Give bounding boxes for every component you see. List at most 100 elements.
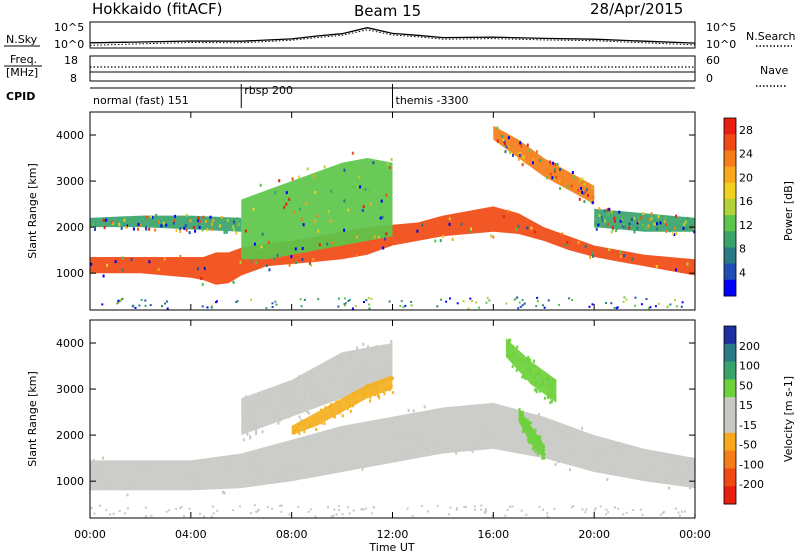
power-data-near-range-speckle <box>363 301 365 303</box>
velocity-data-speckle <box>572 435 575 439</box>
power-data-speckle <box>582 191 585 195</box>
velocity-data-speckle <box>374 393 377 397</box>
power-data-speckle <box>390 158 393 161</box>
velocity-data-speckle <box>518 364 521 368</box>
velocity-data-speckle <box>523 424 526 428</box>
velocity-data-speckle <box>352 401 355 405</box>
power-data-near-range-speckle <box>634 296 637 299</box>
power-data-speckle <box>236 223 239 227</box>
power-data-band-3 <box>493 125 595 205</box>
velocity-data-near-range-speckle <box>455 508 458 511</box>
power-data-speckle <box>355 253 358 257</box>
power-data-speckle <box>328 210 330 213</box>
power-data-speckle <box>298 207 301 211</box>
power-data-band-2 <box>90 215 242 232</box>
velocity-data-speckle <box>304 397 307 400</box>
power-data-speckle <box>553 176 556 180</box>
colorbar-swatch <box>724 279 736 297</box>
velocity-data-near-range-speckle <box>684 510 686 513</box>
power-data-speckle <box>369 203 372 206</box>
velocity-data-near-range-speckle <box>463 505 466 508</box>
velocity-colorbar-label: Velocity [m s-1] <box>782 376 795 462</box>
power-data-near-range-speckle <box>681 301 684 304</box>
power-data-speckle <box>558 179 561 183</box>
velocity-data-speckle <box>546 396 549 399</box>
velocity-data-near-range-speckle <box>145 515 147 518</box>
velocity-data-near-range-speckle <box>253 504 256 507</box>
colorbar-swatch <box>724 450 736 469</box>
velocity-data-speckle <box>304 420 307 424</box>
power-data-speckle <box>642 212 645 215</box>
power-data-near-range-speckle <box>317 298 320 301</box>
velocity-data-speckle <box>365 392 368 396</box>
velocity-data-speckle <box>386 377 389 380</box>
power-data-near-range-speckle <box>206 306 209 309</box>
velocity-data-near-range-speckle <box>347 506 349 509</box>
velocity-data-speckle <box>262 469 264 473</box>
power-data-speckle <box>148 227 151 231</box>
velocity-data-speckle <box>437 444 440 448</box>
power-data-speckle <box>189 219 192 223</box>
velocity-data-speckle <box>304 394 307 398</box>
velocity-data-near-range-speckle <box>594 507 597 510</box>
power-data-speckle <box>693 230 696 234</box>
power-data-speckle <box>587 193 589 197</box>
power-data-speckle <box>545 176 548 180</box>
power-data-speckle <box>520 144 523 148</box>
power-data-speckle <box>675 268 678 272</box>
velocity-data-near-range-speckle <box>617 507 620 510</box>
power-data-speckle <box>185 213 188 217</box>
power-data-near-range-speckle <box>610 302 613 305</box>
velocity-data-near-range-speckle <box>511 505 514 508</box>
velocity-data-near-range-speckle <box>288 513 291 516</box>
power-data-speckle <box>123 218 126 222</box>
velocity-data-speckle <box>376 394 379 398</box>
power-data-near-range-speckle <box>265 307 268 310</box>
power-data-speckle <box>584 245 587 248</box>
power-data-speckle <box>304 202 307 205</box>
power-data-near-range-speckle <box>274 300 277 303</box>
power-data-speckle <box>515 227 518 231</box>
velocity-data-near-range-speckle <box>605 513 608 516</box>
power-data-speckle <box>505 145 508 149</box>
colorbar-swatch <box>724 150 736 168</box>
power-data-speckle <box>163 257 166 261</box>
power-data-speckle <box>148 260 151 264</box>
power-data-near-range-speckle <box>149 304 152 307</box>
cpid-segment-label-2: themis -3300 <box>396 94 469 107</box>
power-data-near-range-speckle <box>488 299 491 302</box>
power-data-speckle <box>551 176 554 180</box>
velocity-yticks-label-1: 2000 <box>56 429 84 442</box>
power-data-speckle <box>290 255 293 259</box>
power-data-near-range-speckle <box>410 300 413 303</box>
power-yticks-label-1: 2000 <box>56 221 84 234</box>
frequency-panel-frame <box>89 55 696 82</box>
power-data-speckle <box>442 235 445 239</box>
velocity-data-speckle <box>315 428 318 431</box>
power-data-near-range-speckle <box>368 307 371 310</box>
power-data-speckle <box>633 216 636 220</box>
velocity-data-speckle <box>527 424 530 428</box>
velocity-data-speckle <box>222 490 225 494</box>
velocity-data-near-range-speckle <box>506 509 509 511</box>
power-data-speckle <box>326 242 329 246</box>
velocity-data-speckle <box>223 491 226 495</box>
velocity-data-speckle <box>344 381 347 385</box>
power-yticks-label-0: 1000 <box>56 267 84 280</box>
velocity-data-speckle <box>104 486 107 490</box>
power-data-speckle <box>507 144 510 148</box>
velocity-data-speckle <box>311 386 314 390</box>
velocity-data-speckle <box>269 397 272 401</box>
velocity-data-near-range-speckle <box>542 508 544 511</box>
power-data-near-range-speckle <box>591 303 594 306</box>
power-data-speckle <box>301 247 304 250</box>
velocity-data-near-range-speckle <box>335 513 338 516</box>
power-data-near-range-speckle <box>250 298 253 301</box>
velocity-data-speckle <box>317 387 320 391</box>
velocity-data-near-range-speckle <box>180 505 183 508</box>
power-data-speckle <box>683 223 686 226</box>
velocity-data-speckle <box>549 396 552 400</box>
power-data-speckle <box>620 254 622 258</box>
velocity-data-near-range-speckle <box>607 511 610 514</box>
